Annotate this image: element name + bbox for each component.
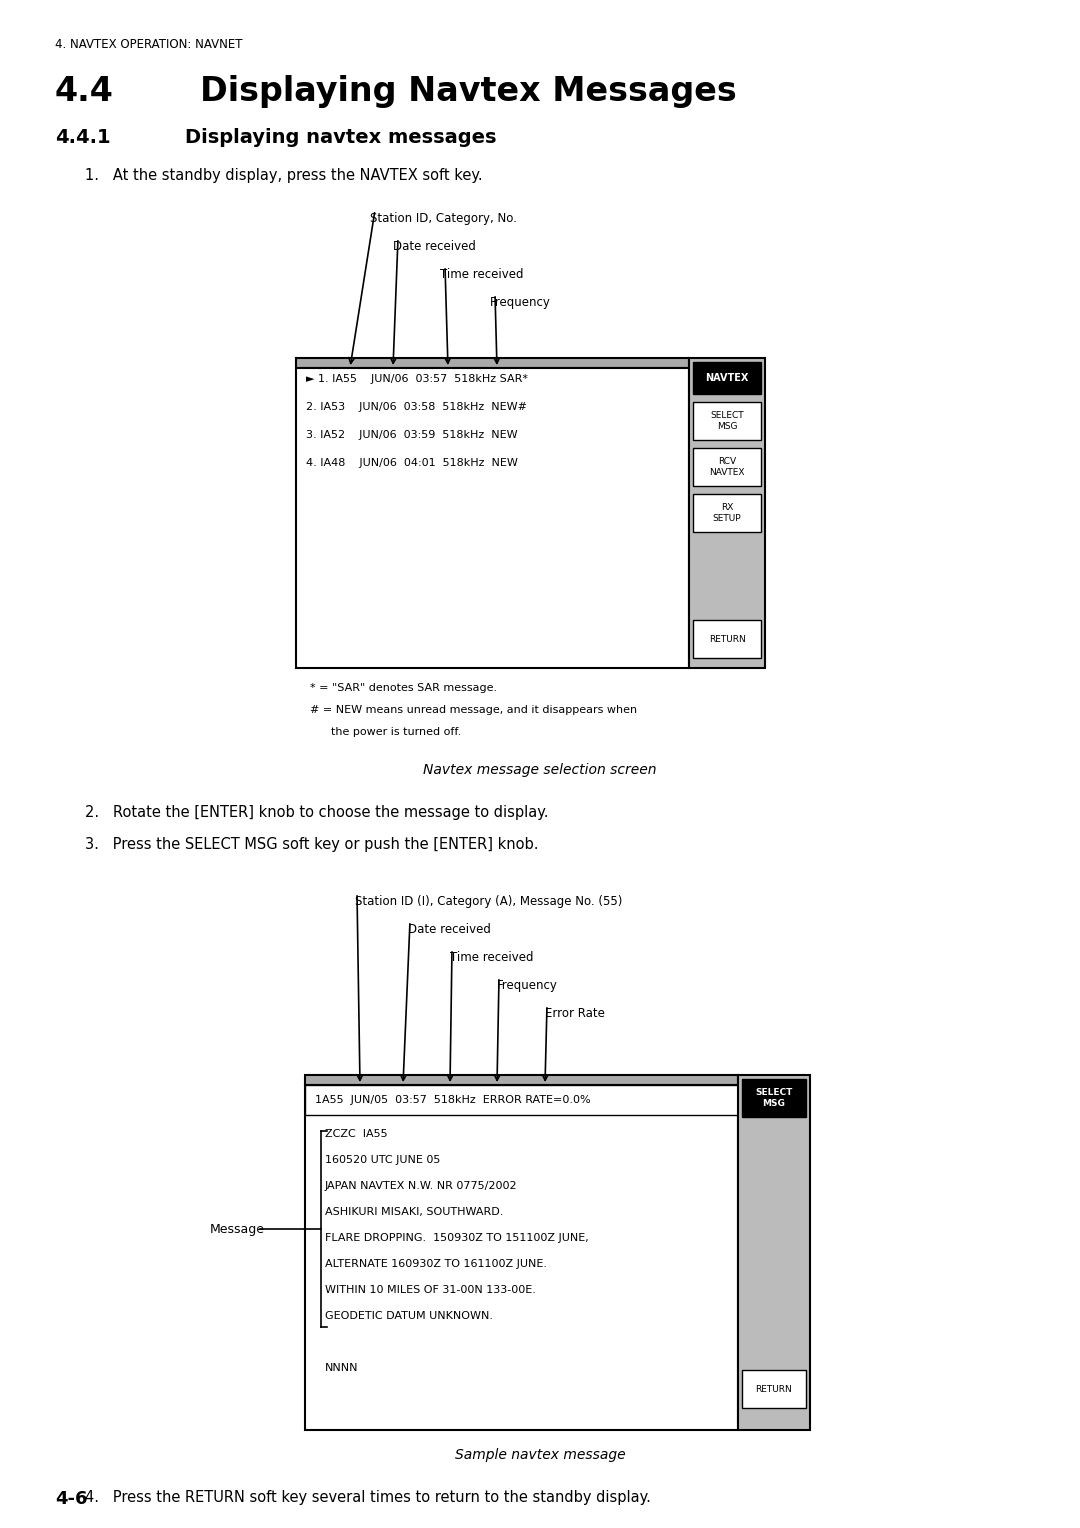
Bar <box>738 1076 810 1430</box>
Bar <box>296 368 689 668</box>
Text: GEODETIC DATUM UNKNOWN.: GEODETIC DATUM UNKNOWN. <box>325 1311 492 1322</box>
Text: 4.   Press the RETURN soft key several times to return to the standby display.: 4. Press the RETURN soft key several tim… <box>85 1490 651 1505</box>
Text: ► 1. IA55    JUN/06  03:57  518kHz SAR*: ► 1. IA55 JUN/06 03:57 518kHz SAR* <box>306 374 528 384</box>
Text: * = "SAR" denotes SAR message.: * = "SAR" denotes SAR message. <box>310 683 497 694</box>
Text: Station ID (I), Category (A), Message No. (55): Station ID (I), Category (A), Message No… <box>355 895 622 908</box>
Text: 1.   At the standby display, press the NAVTEX soft key.: 1. At the standby display, press the NAV… <box>85 168 483 183</box>
Bar <box>305 1085 738 1430</box>
Text: Error Rate: Error Rate <box>545 1007 605 1021</box>
Text: Date received: Date received <box>393 240 476 254</box>
Text: 4.4: 4.4 <box>55 75 113 108</box>
Bar <box>689 358 765 668</box>
Bar <box>693 494 761 532</box>
Text: FLARE DROPPING.  150930Z TO 151100Z JUNE,: FLARE DROPPING. 150930Z TO 151100Z JUNE, <box>325 1233 589 1242</box>
Text: 4.4.1: 4.4.1 <box>55 128 110 147</box>
Bar <box>296 358 689 368</box>
Bar <box>693 362 761 394</box>
Text: 2. IA53    JUN/06  03:58  518kHz  NEW#: 2. IA53 JUN/06 03:58 518kHz NEW# <box>306 402 527 413</box>
Text: 1A55  JUN/05  03:57  518kHz  ERROR RATE=0.0%: 1A55 JUN/05 03:57 518kHz ERROR RATE=0.0% <box>315 1096 591 1105</box>
Text: NAVTEX: NAVTEX <box>705 373 748 384</box>
Text: ZCZC  IA55: ZCZC IA55 <box>325 1129 388 1138</box>
Text: ASHIKURI MISAKI, SOUTHWARD.: ASHIKURI MISAKI, SOUTHWARD. <box>325 1207 503 1216</box>
Text: RETURN: RETURN <box>708 634 745 643</box>
Text: RETURN: RETURN <box>756 1384 793 1394</box>
Text: Time received: Time received <box>450 950 534 964</box>
Bar <box>305 1085 738 1115</box>
Text: the power is turned off.: the power is turned off. <box>310 727 461 736</box>
Text: Displaying navtex messages: Displaying navtex messages <box>185 128 497 147</box>
Text: 2.   Rotate the [ENTER] knob to choose the message to display.: 2. Rotate the [ENTER] knob to choose the… <box>85 805 549 821</box>
Text: Frequency: Frequency <box>497 979 558 992</box>
Text: Time received: Time received <box>440 267 524 281</box>
Text: Message: Message <box>210 1222 265 1236</box>
Text: ALTERNATE 160930Z TO 161100Z JUNE.: ALTERNATE 160930Z TO 161100Z JUNE. <box>325 1259 546 1268</box>
Bar <box>693 620 761 659</box>
Text: Date received: Date received <box>408 923 491 937</box>
Text: 3.   Press the SELECT MSG soft key or push the [ENTER] knob.: 3. Press the SELECT MSG soft key or push… <box>85 837 539 853</box>
Text: # = NEW means unread message, and it disappears when: # = NEW means unread message, and it dis… <box>310 704 637 715</box>
Text: Displaying Navtex Messages: Displaying Navtex Messages <box>200 75 737 108</box>
Bar <box>693 402 761 440</box>
Text: 4-6: 4-6 <box>55 1490 87 1508</box>
Text: Station ID, Category, No.: Station ID, Category, No. <box>370 212 517 225</box>
Text: SELECT
MSG: SELECT MSG <box>711 411 744 431</box>
Text: RX
SETUP: RX SETUP <box>713 503 741 523</box>
Text: RCV
NAVTEX: RCV NAVTEX <box>710 457 745 477</box>
Bar <box>693 448 761 486</box>
Text: 160520 UTC JUNE 05: 160520 UTC JUNE 05 <box>325 1155 441 1164</box>
Text: 4. IA48    JUN/06  04:01  518kHz  NEW: 4. IA48 JUN/06 04:01 518kHz NEW <box>306 458 518 468</box>
Text: 4. NAVTEX OPERATION: NAVNET: 4. NAVTEX OPERATION: NAVNET <box>55 38 243 50</box>
Text: Navtex message selection screen: Navtex message selection screen <box>423 762 657 778</box>
Bar <box>742 1371 806 1407</box>
Text: SELECT
MSG: SELECT MSG <box>755 1088 793 1108</box>
Text: NNNN: NNNN <box>325 1363 359 1374</box>
Text: 3. IA52    JUN/06  03:59  518kHz  NEW: 3. IA52 JUN/06 03:59 518kHz NEW <box>306 429 517 440</box>
Bar <box>305 1076 738 1085</box>
Text: Frequency: Frequency <box>490 296 551 309</box>
Text: WITHIN 10 MILES OF 31-00N 133-00E.: WITHIN 10 MILES OF 31-00N 133-00E. <box>325 1285 536 1296</box>
Text: Sample navtex message: Sample navtex message <box>455 1449 625 1462</box>
Bar <box>742 1079 806 1117</box>
Text: JAPAN NAVTEX N.W. NR 0775/2002: JAPAN NAVTEX N.W. NR 0775/2002 <box>325 1181 517 1190</box>
